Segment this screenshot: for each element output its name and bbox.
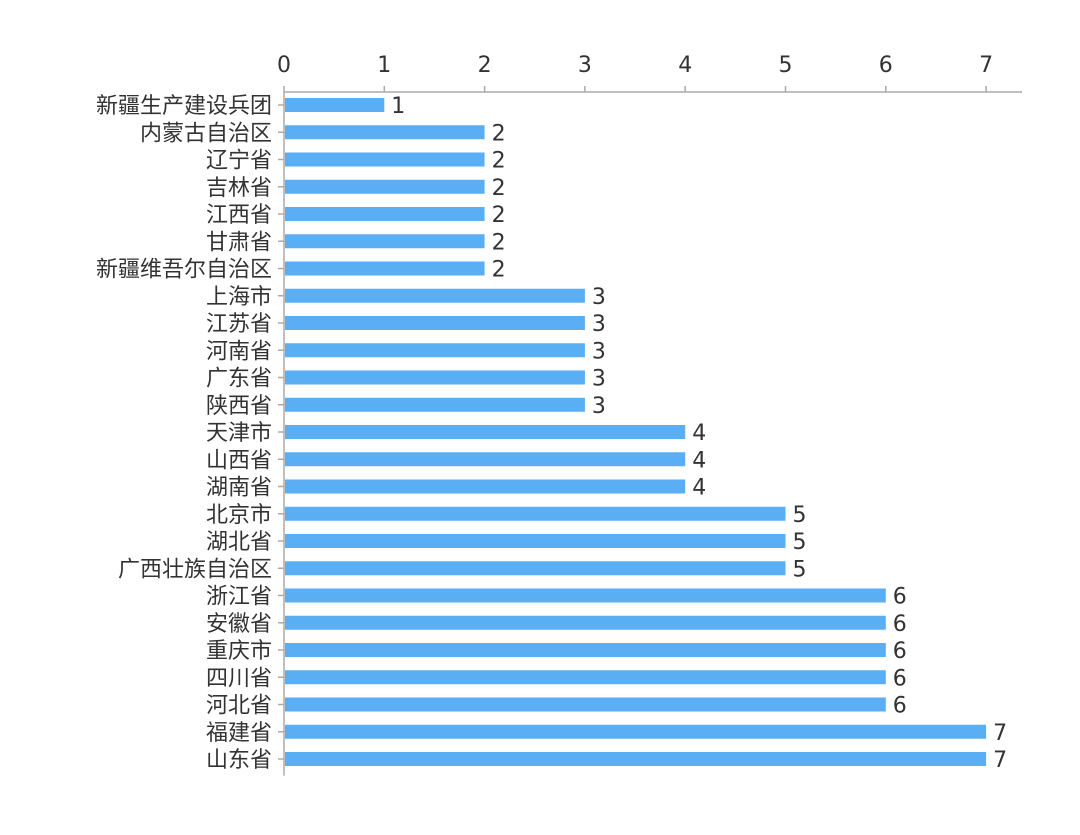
data-label: 5 <box>793 557 807 582</box>
data-label: 6 <box>893 639 907 664</box>
category-label: 新疆维吾尔自治区 <box>96 258 272 283</box>
x-tick-label: 4 <box>678 53 692 78</box>
x-tick-label: 7 <box>979 53 993 78</box>
x-tick-label: 0 <box>277 53 291 78</box>
category-label: 重庆市 <box>206 639 272 664</box>
bar <box>285 506 786 521</box>
bar <box>285 615 886 630</box>
data-label: 4 <box>692 448 706 473</box>
bar <box>285 425 686 439</box>
data-label: 7 <box>993 748 1007 773</box>
bar <box>285 125 485 140</box>
data-label: 3 <box>592 285 606 310</box>
category-label: 上海市 <box>206 285 272 310</box>
bar <box>285 234 485 249</box>
data-label: 5 <box>793 503 807 528</box>
data-label: 2 <box>492 149 506 174</box>
bar <box>285 288 585 303</box>
category-label: 广东省 <box>206 367 272 392</box>
data-label: 4 <box>692 421 706 446</box>
data-label: 2 <box>492 176 506 201</box>
bar <box>285 752 987 766</box>
data-label: 3 <box>592 367 606 392</box>
axis-layer: 0 1 2 3 4 5 6 7 <box>277 53 1022 776</box>
category-label: 福建省 <box>206 721 272 746</box>
x-tick-label: 5 <box>779 53 793 78</box>
x-tick-label: 6 <box>879 53 893 78</box>
category-label: 吉林省 <box>206 176 272 201</box>
category-label: 江西省 <box>206 203 272 228</box>
data-label: 7 <box>993 721 1007 746</box>
bar <box>285 261 485 276</box>
bar <box>285 534 786 548</box>
category-label: 湖北省 <box>206 530 272 555</box>
category-label: 浙江省 <box>206 585 272 610</box>
category-label: 北京市 <box>206 503 272 528</box>
category-label: 河北省 <box>206 694 272 719</box>
bar <box>285 207 485 221</box>
bar <box>285 561 786 576</box>
data-label: 3 <box>592 312 606 337</box>
data-label: 6 <box>893 585 907 610</box>
data-label: 3 <box>592 394 606 419</box>
x-tick-label: 2 <box>478 53 492 78</box>
category-label: 安徽省 <box>206 612 272 637</box>
category-label: 湖南省 <box>206 476 272 501</box>
data-label: 4 <box>692 476 706 501</box>
bar <box>285 724 987 739</box>
bar <box>285 152 485 167</box>
bar <box>285 479 686 494</box>
bar <box>285 670 886 685</box>
category-label: 新疆生产建设兵团 <box>96 94 272 119</box>
data-label: 2 <box>492 203 506 228</box>
data-label: 6 <box>893 694 907 719</box>
category-label: 四川省 <box>206 666 272 691</box>
data-label: 6 <box>893 612 907 637</box>
bar <box>285 179 485 194</box>
data-label: 2 <box>492 230 506 255</box>
category-label: 山西省 <box>206 448 272 473</box>
category-label: 辽宁省 <box>206 149 272 174</box>
category-label: 江苏省 <box>206 312 272 337</box>
category-label: 广西壮族自治区 <box>118 557 272 582</box>
x-tick-label: 1 <box>377 53 391 78</box>
category-label: 天津市 <box>206 421 272 446</box>
bar <box>285 452 686 467</box>
data-label: 1 <box>391 94 405 119</box>
category-label: 陕西省 <box>206 394 272 419</box>
data-label: 2 <box>492 121 506 146</box>
bar <box>285 588 886 603</box>
bar <box>285 697 886 712</box>
category-label: 山东省 <box>206 748 272 773</box>
category-label: 甘肃省 <box>206 230 272 255</box>
bar <box>285 98 385 112</box>
bar <box>285 643 886 657</box>
data-label: 2 <box>492 258 506 283</box>
data-label: 5 <box>793 530 807 555</box>
label-layer: 新疆生产建设兵团 1 内蒙古自治区 2 辽宁省 2 吉林省 2 江西省 2 甘肃省 2 新疆维吾尔自治区… <box>96 94 1007 773</box>
category-label: 河南省 <box>206 339 272 364</box>
data-label: 6 <box>893 666 907 691</box>
bar <box>285 316 585 330</box>
category-label: 内蒙古自治区 <box>140 121 272 146</box>
bar-layer <box>285 98 987 766</box>
bar <box>285 370 585 385</box>
bar <box>285 343 585 358</box>
data-label: 3 <box>592 339 606 364</box>
bar <box>285 397 585 412</box>
x-tick-label: 3 <box>578 53 592 78</box>
